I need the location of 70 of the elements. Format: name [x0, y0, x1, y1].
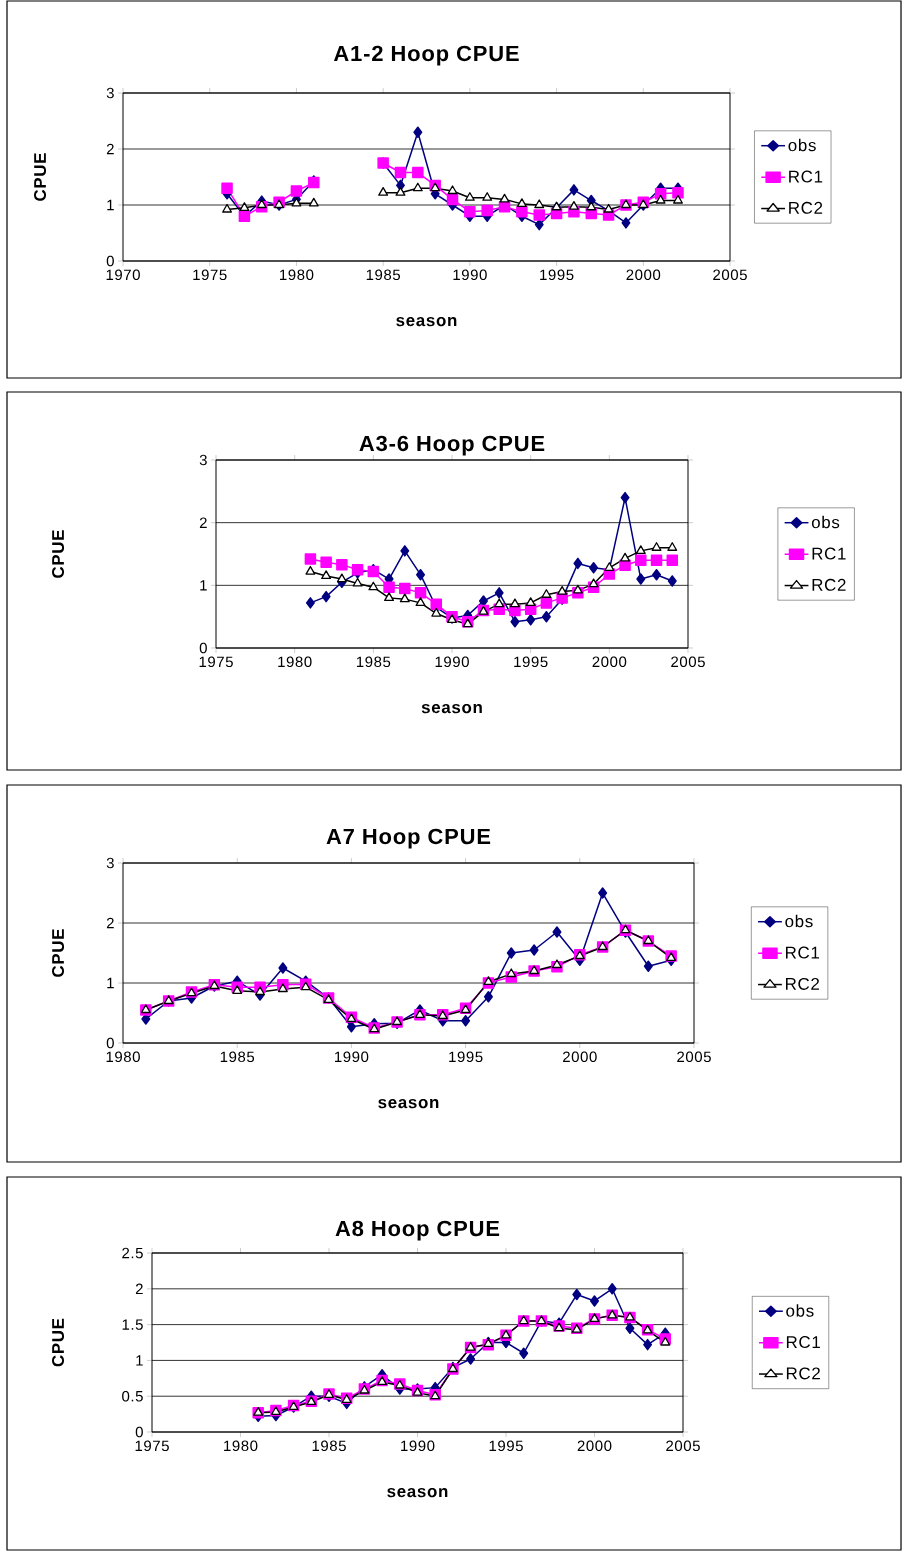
x-axis-title: season [421, 703, 482, 714]
x-axis-title: season [378, 1098, 439, 1109]
x-tick-label: 1980 [224, 1440, 258, 1452]
y-axis-title: CPUE [52, 530, 65, 578]
x-tick-label: 1995 [540, 269, 574, 281]
x-tick-label: 1980 [280, 269, 314, 281]
x-tick-label: 1980 [106, 1051, 140, 1063]
x-tick-label: 1975 [193, 269, 227, 281]
x-tick-label: 1995 [489, 1440, 523, 1452]
legend-label: RC1 [789, 170, 823, 183]
y-axis-title: CPUE [52, 1318, 65, 1367]
x-tick-label: 1975 [199, 656, 233, 668]
legend-label: RC2 [812, 578, 846, 591]
x-tick-label: 2005 [666, 1440, 700, 1452]
y-tick-label: 3 [199, 454, 207, 466]
x-tick-label: 1990 [335, 1051, 369, 1063]
chart-title: A3-6 Hoop CPUE [359, 435, 545, 456]
legend-label: obs [788, 138, 816, 152]
x-tick-label: 1990 [401, 1440, 435, 1452]
chart-title: A8 Hoop CPUE [335, 1220, 500, 1241]
x-tick-label: 2000 [592, 656, 627, 668]
x-tick-label: 2000 [563, 1051, 597, 1063]
x-axis-title: season [387, 1487, 448, 1498]
x-tick-label: 1975 [135, 1440, 169, 1452]
x-tick-label: 1970 [106, 269, 140, 281]
chart-title: A7 Hoop CPUE [326, 828, 491, 849]
x-tick-label: 1995 [514, 656, 548, 668]
x-tick-label: 1985 [356, 656, 391, 668]
legend-label: RC2 [789, 201, 823, 214]
y-tick-label: 0 [135, 1426, 143, 1438]
y-tick-label: 0 [106, 1037, 114, 1049]
legend-label: obs [811, 515, 840, 529]
x-tick-label: 1985 [312, 1440, 346, 1452]
legend-label: RC2 [786, 977, 819, 990]
x-tick-label: 2005 [677, 1051, 711, 1063]
y-tick-label: 1 [136, 1355, 143, 1366]
x-tick-label: 1980 [278, 656, 312, 668]
legend-label: RC1 [812, 547, 846, 560]
y-tick-label: 0 [106, 255, 114, 267]
x-tick-label: 2000 [626, 269, 661, 281]
y-tick-label: 0.5 [122, 1390, 143, 1402]
x-tick-label: 1990 [453, 269, 487, 281]
y-tick-label: 2 [199, 517, 207, 528]
legend-label: RC1 [786, 1336, 820, 1349]
chart-title: A1-2 Hoop CPUE [333, 45, 519, 66]
y-tick-label: 2 [135, 1283, 143, 1295]
y-tick-label: 1 [107, 199, 114, 211]
y-tick-label: 3 [106, 857, 114, 869]
x-tick-label: 1985 [220, 1051, 255, 1063]
y-tick-label: 0 [199, 642, 207, 654]
x-tick-label: 2005 [713, 269, 747, 281]
y-tick-label: 1 [200, 580, 207, 591]
legend-label: obs [786, 1304, 814, 1317]
y-tick-label: 1 [107, 977, 114, 989]
y-tick-label: 3 [106, 87, 114, 99]
x-tick-label: 2005 [671, 656, 705, 668]
y-tick-label: 2 [106, 917, 114, 929]
y-tick-label: 1.5 [122, 1319, 143, 1330]
x-tick-label: 1990 [435, 656, 469, 668]
x-tick-label: 2000 [577, 1440, 612, 1452]
x-tick-label: 1995 [449, 1051, 483, 1063]
x-axis-title: season [396, 316, 457, 327]
y-tick-label: 2 [106, 143, 114, 155]
legend-label: RC1 [786, 946, 819, 959]
y-axis-title: CPUE [34, 153, 47, 201]
y-tick-label: 2.5 [122, 1247, 143, 1259]
x-tick-label: 1985 [366, 269, 401, 281]
legend-label: obs [785, 914, 813, 928]
y-axis-title: CPUE [52, 929, 65, 977]
legend-label: RC2 [786, 1367, 820, 1380]
